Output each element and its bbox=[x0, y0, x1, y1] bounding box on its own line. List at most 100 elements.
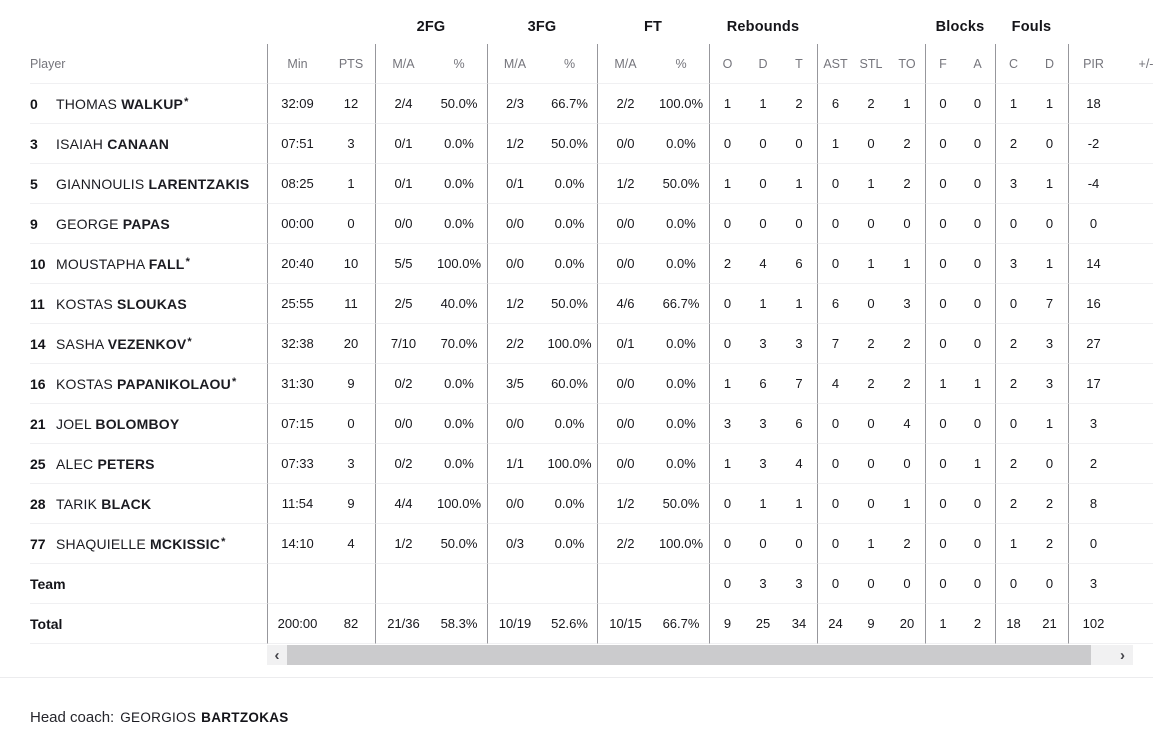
stat-plus-minus bbox=[1118, 124, 1153, 164]
stat-min: 31:30 bbox=[267, 364, 327, 404]
stat-stl: 0 bbox=[853, 444, 889, 484]
player-row: 10 MOUSTAPHA FALL* 20:40 10 5/5 100.0% 0/0 0.0%… bbox=[30, 244, 1153, 284]
stat-blk-a: 1 bbox=[960, 444, 995, 484]
stat-ft-pct: 0.0% bbox=[653, 324, 709, 364]
stat-2fg-pct: 58.3% bbox=[431, 604, 487, 644]
stat-min: 08:25 bbox=[267, 164, 327, 204]
stat-ast: 0 bbox=[817, 484, 853, 524]
stat-3fg-ma: 1/2 bbox=[487, 124, 542, 164]
stat-blk-a: 0 bbox=[960, 284, 995, 324]
stat-min: 07:51 bbox=[267, 124, 327, 164]
col-header-pir: PIR bbox=[1068, 44, 1118, 84]
stat-foul-c: 1 bbox=[995, 524, 1031, 564]
player-name[interactable]: THOMAS WALKUP* bbox=[56, 96, 189, 112]
stat-foul-c: 3 bbox=[995, 244, 1031, 284]
stat-ast: 0 bbox=[817, 564, 853, 604]
stat-reb-o: 1 bbox=[709, 84, 745, 124]
stat-to: 0 bbox=[889, 204, 925, 244]
stat-ft-ma: 0/0 bbox=[597, 244, 653, 284]
stat-foul-d: 0 bbox=[1031, 204, 1068, 244]
stat-pir: 3 bbox=[1068, 404, 1118, 444]
col-header-stl: STL bbox=[853, 44, 889, 84]
stat-foul-d: 2 bbox=[1031, 484, 1068, 524]
col-header-blk-a: A bbox=[960, 44, 995, 84]
player-row: 11 KOSTAS SLOUKAS 25:55 11 2/5 40.0% 1/2 50.0% 4… bbox=[30, 284, 1153, 324]
player-name[interactable]: ALEC PETERS bbox=[56, 456, 155, 472]
player-row: 0 THOMAS WALKUP* 32:09 12 2/4 50.0% 2/3 66.7% 2/… bbox=[30, 84, 1153, 124]
stat-reb-o: 3 bbox=[709, 404, 745, 444]
stat-blk-f: 0 bbox=[925, 204, 960, 244]
stat-2fg-pct: 100.0% bbox=[431, 244, 487, 284]
stat-ft-pct: 0.0% bbox=[653, 124, 709, 164]
player-name[interactable]: GIANNOULIS LARENTZAKIS bbox=[56, 176, 249, 192]
stat-min: 07:15 bbox=[267, 404, 327, 444]
stat-ft-pct: 50.0% bbox=[653, 164, 709, 204]
stat-pir: -4 bbox=[1068, 164, 1118, 204]
player-first-name: ALEC bbox=[56, 455, 98, 472]
starter-mark: * bbox=[187, 335, 192, 348]
player-first-name: KOSTAS bbox=[56, 375, 118, 392]
stat-pir: 0 bbox=[1068, 204, 1118, 244]
stat-reb-d: 25 bbox=[745, 604, 781, 644]
stat-reb-o: 0 bbox=[709, 564, 745, 604]
stat-3fg-pct: 50.0% bbox=[542, 284, 597, 324]
scroll-left-button[interactable]: ‹ bbox=[267, 645, 287, 665]
stat-foul-c: 18 bbox=[995, 604, 1031, 644]
stat-reb-o: 9 bbox=[709, 604, 745, 644]
scroll-right-button[interactable]: › bbox=[1112, 645, 1133, 665]
stat-ast: 0 bbox=[817, 404, 853, 444]
stat-ft-ma: 0/1 bbox=[597, 324, 653, 364]
stat-2fg-ma: 1/2 bbox=[375, 524, 431, 564]
stat-pts: 3 bbox=[327, 444, 375, 484]
player-name[interactable]: SASHA VEZENKOV* bbox=[56, 336, 192, 352]
scrollbar-thumb[interactable] bbox=[287, 645, 1092, 665]
player-name[interactable]: ISAIAH CANAAN bbox=[56, 136, 169, 152]
horizontal-scrollbar[interactable]: ‹ › bbox=[267, 645, 1133, 665]
stat-blk-f: 0 bbox=[925, 484, 960, 524]
stat-plus-minus bbox=[1118, 364, 1153, 404]
stat-stl: 2 bbox=[853, 364, 889, 404]
stat-ast: 0 bbox=[817, 444, 853, 484]
player-name[interactable]: TARIK BLACK bbox=[56, 496, 151, 512]
stat-reb-d: 3 bbox=[745, 324, 781, 364]
stat-to: 4 bbox=[889, 404, 925, 444]
stat-2fg-pct: 40.0% bbox=[431, 284, 487, 324]
stat-blk-f: 0 bbox=[925, 404, 960, 444]
stat-ft-pct: 0.0% bbox=[653, 364, 709, 404]
player-name[interactable]: GEORGE PAPAS bbox=[56, 216, 170, 232]
stat-3fg-ma: 0/0 bbox=[487, 244, 542, 284]
stat-pir: 17 bbox=[1068, 364, 1118, 404]
column-header-row: Player Min PTS M/A% M/A% M/A% O D T AST STL TO F A C D P… bbox=[30, 44, 1153, 84]
col-header-min: Min bbox=[267, 44, 327, 84]
chevron-left-icon: ‹ bbox=[274, 646, 280, 664]
stat-ft-ma bbox=[597, 564, 653, 604]
group-header-3fg: 3FG bbox=[527, 19, 557, 35]
player-name[interactable]: SHAQUIELLE MCKISSIC* bbox=[56, 536, 226, 552]
head-coach-line: Head coach: GEORGIOS BARTZOKAS bbox=[30, 709, 1153, 726]
stat-3fg-ma bbox=[487, 564, 542, 604]
stat-pts: 20 bbox=[327, 324, 375, 364]
stat-pts: 11 bbox=[327, 284, 375, 324]
player-cell: 10 MOUSTAPHA FALL* bbox=[30, 244, 267, 284]
player-first-name: THOMAS bbox=[56, 95, 122, 112]
stat-foul-c: 3 bbox=[995, 164, 1031, 204]
stat-2fg-pct: 70.0% bbox=[431, 324, 487, 364]
stat-foul-d: 3 bbox=[1031, 364, 1068, 404]
jersey-number: 11 bbox=[30, 295, 45, 312]
player-cell: Team bbox=[30, 564, 267, 604]
scrollbar-track[interactable] bbox=[287, 645, 1112, 665]
player-last-name: BOLOMBOY bbox=[95, 415, 180, 432]
stat-ft-ma: 1/2 bbox=[597, 164, 653, 204]
stat-2fg-pct: 50.0% bbox=[431, 524, 487, 564]
stat-2fg-ma: 0/2 bbox=[375, 364, 431, 404]
player-name[interactable]: JOEL BOLOMBOY bbox=[56, 416, 179, 432]
player-last-name: MCKISSIC bbox=[150, 535, 221, 552]
stat-min bbox=[267, 564, 327, 604]
group-header-spacer-pir bbox=[1068, 10, 1153, 44]
player-name[interactable]: MOUSTAPHA FALL* bbox=[56, 256, 190, 272]
stat-reb-d: 3 bbox=[745, 564, 781, 604]
player-name[interactable]: KOSTAS SLOUKAS bbox=[56, 296, 187, 312]
stat-ast: 0 bbox=[817, 244, 853, 284]
player-first-name: JOEL bbox=[56, 415, 96, 432]
player-name[interactable]: KOSTAS PAPANIKOLAOU* bbox=[56, 376, 236, 392]
